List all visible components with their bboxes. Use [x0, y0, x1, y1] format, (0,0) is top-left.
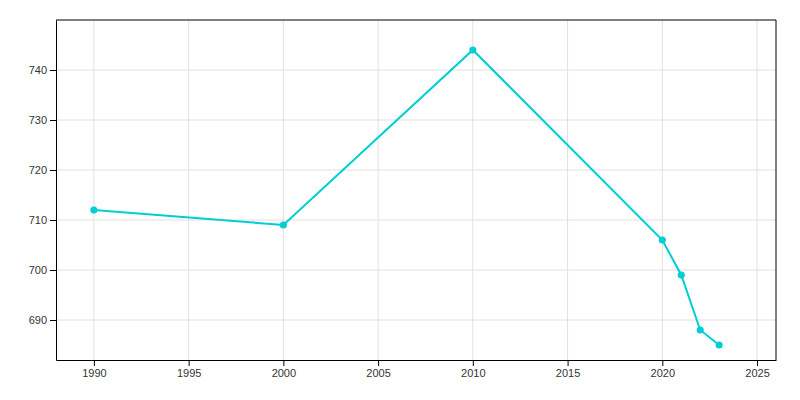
- grid-line-x: [662, 20, 663, 360]
- tick: 710: [29, 214, 56, 226]
- tick-label: 2005: [366, 367, 390, 379]
- tick-label: 2020: [651, 367, 675, 379]
- tick: 730: [29, 114, 56, 126]
- x-axis: 1990 1995 2000 2005 2010 2015 2020 2025: [57, 360, 777, 379]
- line: [94, 50, 719, 345]
- frame-top: [56, 20, 776, 21]
- grid-line-x: [472, 20, 473, 360]
- tick-label: 2000: [272, 367, 296, 379]
- tick-mark: [283, 360, 284, 366]
- grid-line-y: [56, 170, 776, 171]
- tick-label: 730: [29, 114, 47, 126]
- point: [280, 221, 287, 228]
- grid-line-y: [56, 320, 776, 321]
- grid-line-x: [378, 20, 379, 360]
- tick: 1995: [177, 360, 201, 379]
- tick-label: 740: [29, 64, 47, 76]
- tick-mark: [50, 70, 56, 71]
- tick-mark: [50, 220, 56, 221]
- grid: [56, 20, 776, 360]
- frame-right: [776, 20, 777, 360]
- tick: 2020: [651, 360, 675, 379]
- tick-label: 690: [29, 314, 47, 326]
- tick-mark: [473, 360, 474, 366]
- tick-label: 1995: [177, 367, 201, 379]
- point: [678, 271, 685, 278]
- grid-line-y: [56, 120, 776, 121]
- tick-mark: [189, 360, 190, 366]
- tick: 2015: [556, 360, 580, 379]
- tick-mark: [50, 320, 56, 321]
- tick-mark: [50, 120, 56, 121]
- grid-line-x: [188, 20, 189, 360]
- tick-label: 700: [29, 264, 47, 276]
- point: [469, 46, 476, 53]
- tick: 2025: [745, 360, 769, 379]
- tick-label: 2010: [461, 367, 485, 379]
- tick-mark: [662, 360, 663, 366]
- axis-line: [56, 21, 57, 361]
- tick: 1990: [82, 360, 106, 379]
- grid-line-x: [567, 20, 568, 360]
- grid-line-y: [56, 70, 776, 71]
- tick: 740: [29, 64, 56, 76]
- tick: 2000: [272, 360, 296, 379]
- tick: 700: [29, 264, 56, 276]
- grid-line-x: [283, 20, 284, 360]
- tick-mark: [50, 170, 56, 171]
- tick-mark: [757, 360, 758, 366]
- tick-label: 710: [29, 214, 47, 226]
- tick: 690: [29, 314, 56, 326]
- tick: 2010: [461, 360, 485, 379]
- axis-line: [57, 360, 777, 361]
- tick-mark: [50, 270, 56, 271]
- y-axis: 690 700 710 720 730 740: [29, 21, 57, 361]
- point: [716, 341, 723, 348]
- grid-line-x: [93, 20, 94, 360]
- plot-area: 1990 1995 2000 2005 2010 2015 2020 2025 690 700 71…: [29, 20, 777, 379]
- tick-mark: [568, 360, 569, 366]
- tick-mark: [378, 360, 379, 366]
- grid-line-y: [56, 270, 776, 271]
- tick: 2005: [366, 360, 390, 379]
- point: [90, 206, 97, 213]
- point: [659, 236, 666, 243]
- point: [697, 326, 704, 333]
- grid-line-y: [56, 220, 776, 221]
- grid-line-x: [757, 20, 758, 360]
- tick-label: 1990: [82, 367, 106, 379]
- tick: 720: [29, 164, 56, 176]
- tick-mark: [94, 360, 95, 366]
- tick-label: 720: [29, 164, 47, 176]
- series: [90, 46, 722, 348]
- chart: 1990 1995 2000 2005 2010 2015 2020 2025 690 700 71…: [0, 0, 800, 400]
- tick-label: 2025: [745, 367, 769, 379]
- tick-label: 2015: [556, 367, 580, 379]
